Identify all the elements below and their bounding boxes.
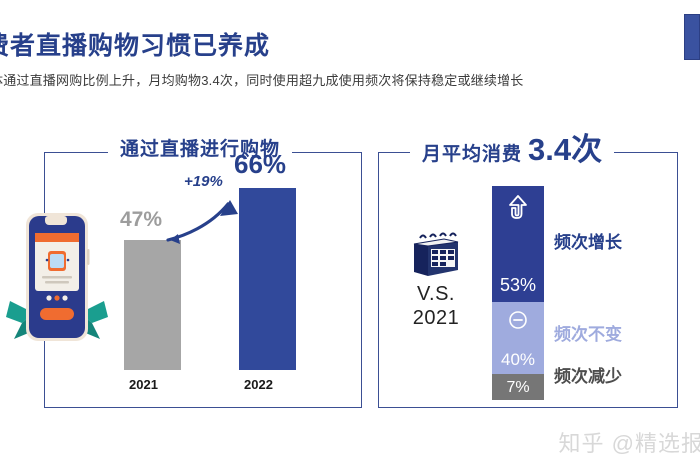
segment-pct-same: 40%: [500, 350, 536, 369]
bar-label-2022: 2022: [244, 377, 273, 392]
bar-2022: [239, 188, 296, 370]
right-panel-title-value: 3.4次: [528, 132, 603, 167]
growth-delta-label: +19%: [184, 173, 223, 190]
bar-value-2022: 66%: [234, 149, 287, 179]
segment-pct-decline: 7%: [506, 379, 530, 396]
segment-pct-growth: 53%: [499, 275, 537, 295]
right-panel-title-text: 月平均消费: [422, 144, 523, 165]
right-panel-title: 月平均消费 3.4次: [410, 132, 615, 167]
page-subtitle: 体通过直播网购比例上升，月均购物3.4次，同时使用超九成使用频次将保持稳定或继续…: [0, 73, 524, 88]
bar-2021: [124, 240, 181, 370]
segment-frequency-growth: 53%: [492, 186, 544, 302]
vs-year-block: V.S. 2021: [400, 232, 472, 330]
live-shopping-bar-chart: 47% 66% 2021 2022 +19%: [44, 149, 362, 408]
calendar-icon: [413, 232, 459, 276]
frequency-stacked-bar: 53% 40% 7%: [492, 186, 544, 400]
segment-label-same: 频次不变: [554, 325, 622, 344]
growth-arrow-icon: [166, 200, 238, 244]
bar-label-2021: 2021: [129, 377, 158, 392]
segment-label-growth: 频次增长: [554, 233, 622, 252]
page-title: 费者直播购物习惯已养成: [0, 32, 271, 60]
segment-frequency-same: 40%: [492, 302, 544, 374]
phone-illustration: [4, 205, 110, 365]
bar-value-2021: 47%: [120, 208, 163, 231]
left-panel-title: 通过直播进行购物: [108, 140, 293, 159]
phone-shopping-icon: [6, 213, 108, 341]
watermark: 知乎 @精选报: [558, 431, 700, 456]
top-right-accent-bar: [684, 14, 700, 60]
up-arrow-icon: [492, 194, 544, 225]
minus-circle-icon: [492, 310, 544, 335]
segment-frequency-decline: 7%: [492, 374, 544, 400]
vs-year: 2021: [412, 306, 460, 329]
segment-label-decline: 频次减少: [554, 367, 622, 386]
vs-label: V.S.: [417, 283, 455, 305]
left-panel: [44, 152, 362, 408]
